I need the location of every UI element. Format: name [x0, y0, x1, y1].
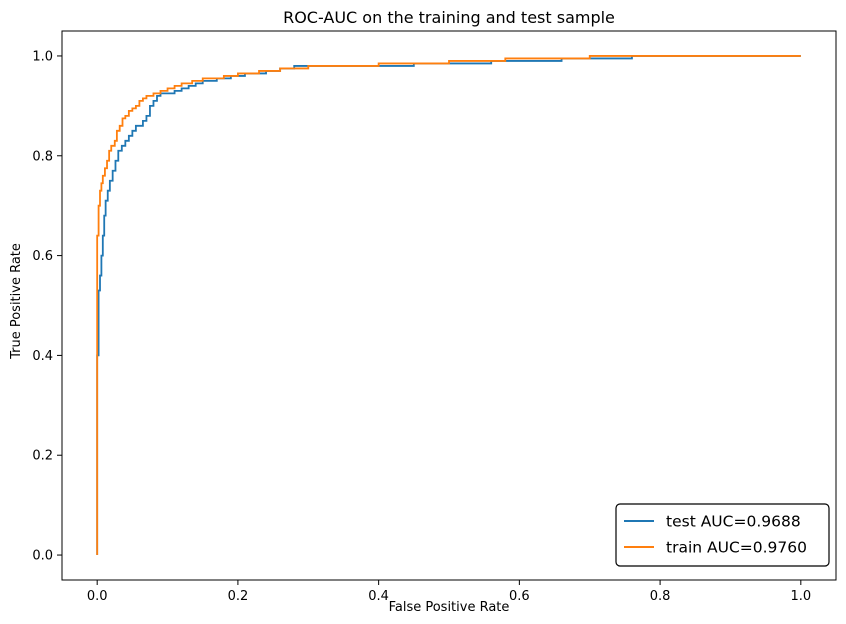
y-tick-label: 1.0: [32, 49, 53, 64]
plot-frame: [61, 30, 837, 581]
y-tick-label: 0.4: [32, 349, 53, 364]
x-tick-label: 0.2: [228, 589, 249, 604]
plot-area: [96, 55, 801, 556]
y-tick-label: 0.2: [32, 449, 53, 464]
x-tick-label: 0.8: [650, 589, 671, 604]
x-tick-label: 0.0: [87, 589, 108, 604]
y-tick-label: 0.8: [32, 149, 53, 164]
x-tick-label: 1.0: [790, 589, 811, 604]
y-tick-label: 0.0: [32, 549, 53, 564]
y-tick-label: 0.6: [32, 249, 53, 264]
x-axis-label: False Positive Rate: [389, 600, 510, 615]
legend: test AUC=0.9688 train AUC=0.9760: [615, 503, 830, 567]
chart-title: ROC-AUC on the training and test sample: [283, 8, 615, 27]
series-line-train: [96, 55, 801, 556]
legend-label-train: train AUC=0.9760: [666, 539, 807, 557]
x-tick-label: 0.4: [368, 589, 389, 604]
axis-ticks: 0.0 0.2 0.4 0.6 0.8 1.0 0.0 0.2 0.4 0.6 0.8 1.0: [32, 49, 811, 604]
y-axis-label: True Positive Rate: [9, 243, 24, 360]
legend-label-test: test AUC=0.9688: [666, 513, 801, 531]
x-tick-label: 0.6: [509, 589, 530, 604]
legend-box: [615, 503, 830, 567]
